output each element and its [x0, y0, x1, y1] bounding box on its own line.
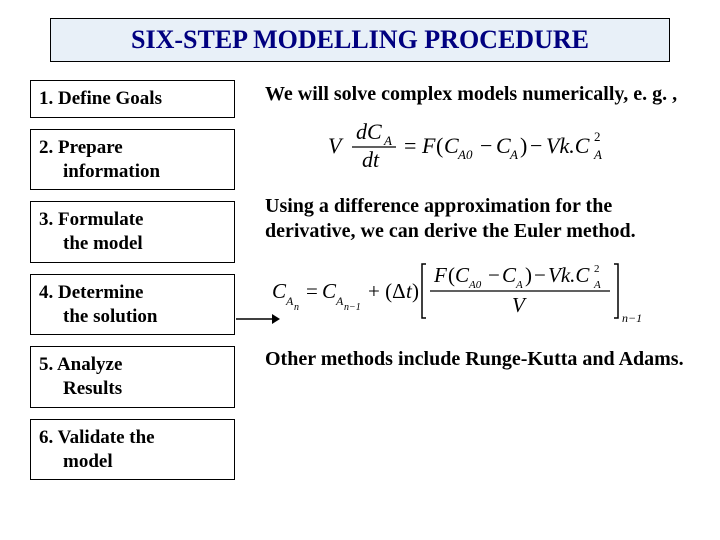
svg-text:A: A	[335, 294, 344, 308]
formula-1: V dC A dt = F ( C A0 − C A ) − Vk.C A	[265, 119, 690, 178]
svg-text:C: C	[272, 279, 287, 303]
svg-text:dt: dt	[362, 147, 380, 172]
svg-text:Vk.C: Vk.C	[546, 133, 590, 158]
svg-text:−: −	[534, 263, 546, 287]
formula-2: C A n = C A n−1 + (Δ t ) F ( C A0	[265, 256, 690, 331]
svg-text:A0: A0	[468, 279, 482, 291]
svg-text:+ (Δ: + (Δ	[368, 279, 406, 303]
step-text-2: the solution	[39, 305, 226, 329]
steps-column: 1. Define Goals 2. Prepare information 3…	[30, 80, 235, 480]
step-num: 3.	[39, 209, 53, 230]
step-4: 4. Determine the solution	[30, 274, 235, 336]
step-1: 1. Define Goals	[30, 80, 235, 118]
svg-text:−: −	[488, 263, 500, 287]
svg-text:F: F	[421, 133, 436, 158]
svg-text:C: C	[502, 263, 517, 287]
step-num: 6.	[39, 427, 53, 448]
svg-text:A: A	[593, 147, 602, 162]
svg-text:A: A	[285, 294, 294, 308]
svg-text:): )	[412, 279, 419, 303]
step-2: 2. Prepare information	[30, 129, 235, 191]
svg-text:2: 2	[594, 129, 601, 144]
step-text: Formulate	[58, 209, 143, 230]
step-text: Determine	[58, 282, 143, 303]
svg-text:): )	[525, 263, 532, 287]
svg-text:Vk.C: Vk.C	[548, 263, 590, 287]
svg-text:(: (	[448, 263, 455, 287]
title-box: SIX-STEP MODELLING PROCEDURE	[50, 18, 670, 62]
step-num: 4.	[39, 282, 53, 303]
step-text-2: model	[39, 450, 226, 474]
step-5: 5. Analyze Results	[30, 346, 235, 408]
arrow-icon	[236, 312, 280, 326]
content-area: 1. Define Goals 2. Prepare information 3…	[30, 80, 690, 480]
paragraph-1: We will solve complex models numerically…	[265, 82, 690, 107]
svg-text:A0: A0	[457, 147, 473, 162]
svg-text:C: C	[455, 263, 470, 287]
svg-text:F: F	[433, 263, 447, 287]
svg-text:=: =	[404, 133, 416, 158]
svg-text:dC: dC	[356, 119, 382, 144]
step-text: Define Goals	[58, 88, 162, 109]
svg-text:−: −	[530, 133, 542, 158]
svg-text:(: (	[436, 133, 443, 158]
svg-text:C: C	[496, 133, 511, 158]
step-text-2: information	[39, 160, 226, 184]
step-text-2: Results	[39, 377, 226, 401]
step-text: Analyze	[57, 354, 122, 375]
step-text: Prepare	[58, 137, 123, 158]
paragraph-3: Other methods include Runge-Kutta and Ad…	[265, 347, 690, 372]
svg-text:A: A	[383, 133, 392, 148]
step-num: 5.	[39, 354, 53, 375]
svg-text:n−1: n−1	[344, 302, 361, 313]
step-3: 3. Formulate the model	[30, 201, 235, 263]
svg-text:A: A	[593, 279, 601, 291]
svg-text:−: −	[480, 133, 492, 158]
svg-text:A: A	[509, 147, 518, 162]
step-6: 6. Validate the model	[30, 419, 235, 481]
svg-text:2: 2	[594, 263, 600, 275]
explanation-column: We will solve complex models numerically…	[265, 80, 690, 480]
svg-text:n: n	[294, 302, 299, 313]
svg-text:V: V	[512, 293, 527, 317]
step-num: 1.	[39, 88, 53, 109]
step-num: 2.	[39, 137, 53, 158]
svg-text:n−1: n−1	[622, 311, 642, 325]
svg-text:C: C	[322, 279, 337, 303]
step-text-2: the model	[39, 232, 226, 256]
svg-text:A: A	[515, 279, 523, 291]
paragraph-2: Using a difference approximation for the…	[265, 194, 690, 244]
page-title: SIX-STEP MODELLING PROCEDURE	[131, 25, 589, 54]
svg-text:V: V	[328, 133, 344, 158]
svg-text:=: =	[306, 279, 318, 303]
svg-text:C: C	[444, 133, 459, 158]
svg-text:): )	[520, 133, 527, 158]
step-text: Validate the	[58, 427, 155, 448]
